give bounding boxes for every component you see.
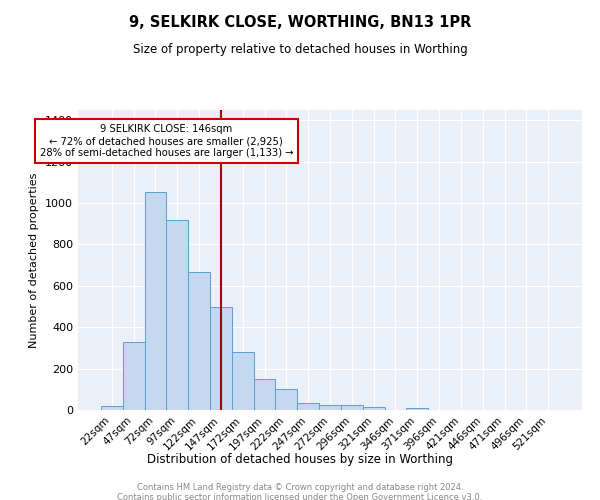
Text: Distribution of detached houses by size in Worthing: Distribution of detached houses by size … — [147, 452, 453, 466]
Bar — [123, 342, 145, 410]
Bar — [188, 272, 210, 410]
Y-axis label: Number of detached properties: Number of detached properties — [29, 172, 40, 348]
Bar — [254, 379, 275, 410]
Text: 9, SELKIRK CLOSE, WORTHING, BN13 1PR: 9, SELKIRK CLOSE, WORTHING, BN13 1PR — [129, 15, 471, 30]
Bar — [319, 405, 341, 410]
Bar — [101, 406, 123, 410]
Text: 9 SELKIRK CLOSE: 146sqm
← 72% of detached houses are smaller (2,925)
28% of semi: 9 SELKIRK CLOSE: 146sqm ← 72% of detache… — [40, 124, 293, 158]
Bar — [406, 408, 428, 410]
Bar — [166, 220, 188, 410]
Bar — [275, 390, 297, 410]
Text: Contains HM Land Registry data © Crown copyright and database right 2024.
Contai: Contains HM Land Registry data © Crown c… — [118, 482, 482, 500]
Bar — [363, 407, 385, 410]
Bar — [297, 403, 319, 410]
Bar — [341, 405, 363, 410]
Bar — [232, 352, 254, 410]
Bar — [145, 192, 166, 410]
Bar — [210, 306, 232, 410]
Text: Size of property relative to detached houses in Worthing: Size of property relative to detached ho… — [133, 42, 467, 56]
